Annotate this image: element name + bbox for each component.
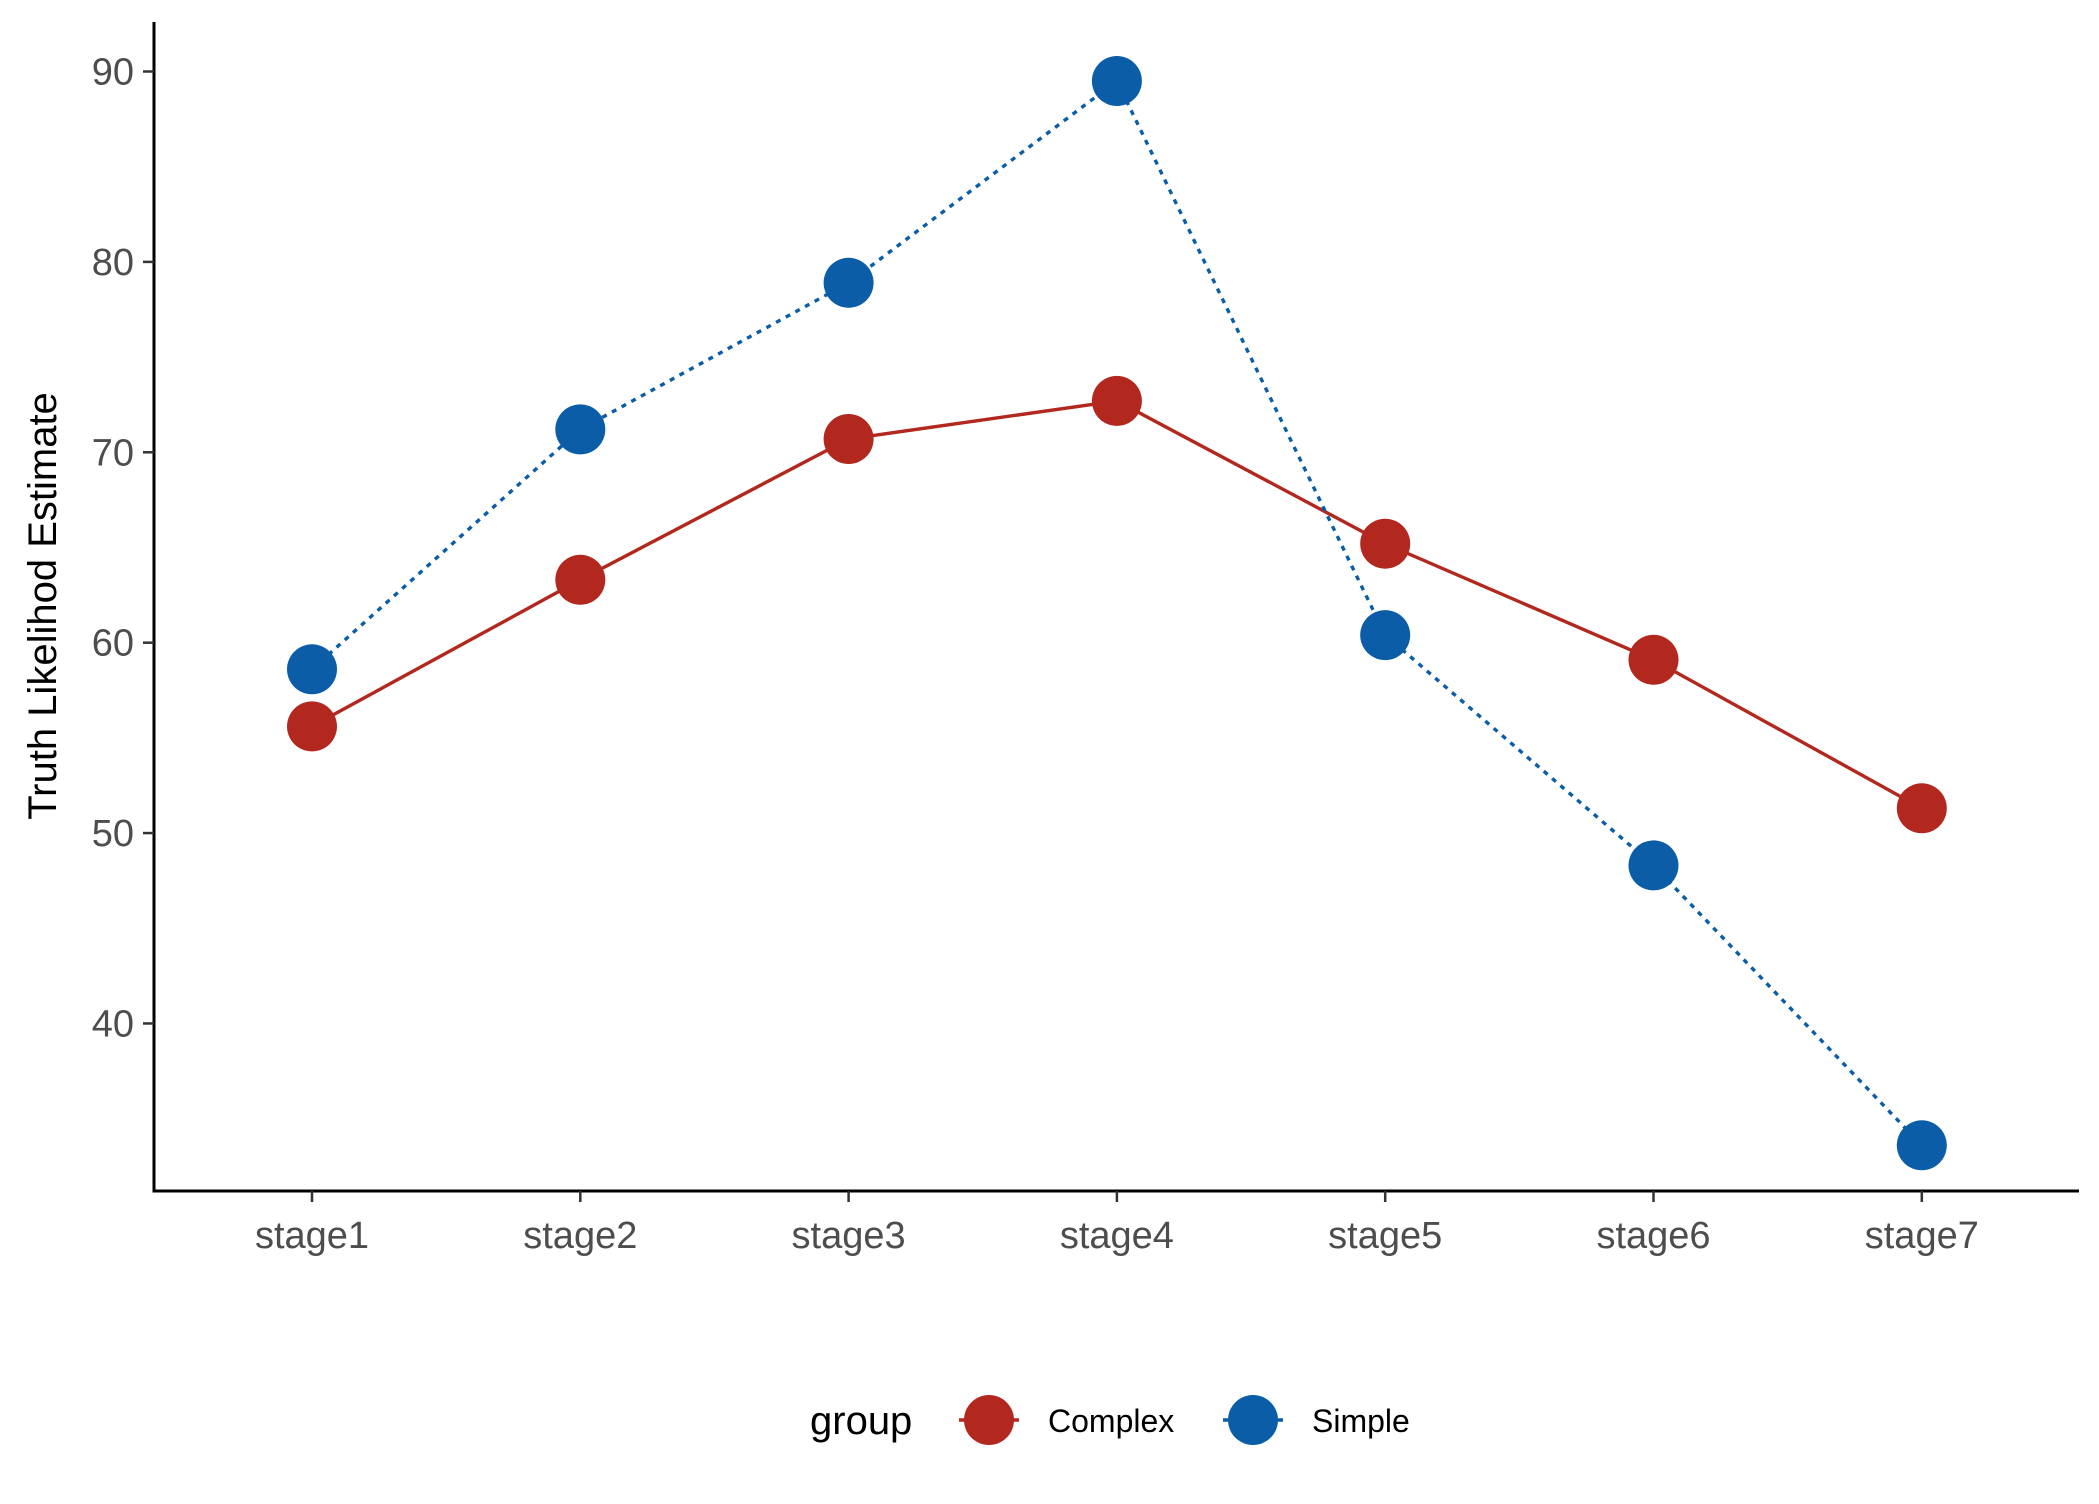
data-point-simple-stage3	[823, 257, 874, 308]
data-point-complex-stage3	[823, 414, 874, 464]
data-point-complex-stage4	[1091, 375, 1142, 426]
legend-label-complex: Complex	[1048, 1403, 1174, 1439]
data-point-complex-stage2	[555, 554, 606, 605]
x-tick-label: stage7	[1865, 1215, 1979, 1257]
y-tick-label: 70	[92, 432, 134, 474]
x-tick-label: stage6	[1596, 1215, 1710, 1257]
axis-labels: 40 50 60 70 80 90 stage1 stage2 stage3 stage4 stag…	[21, 52, 1979, 1257]
axes	[143, 22, 2079, 1202]
legend-key-marker-simple	[1228, 1395, 1278, 1445]
y-tick-label: 90	[92, 52, 134, 94]
y-tick-label: 50	[92, 813, 134, 855]
x-tick-label: stage3	[792, 1215, 906, 1257]
x-tick-label: stage2	[523, 1215, 637, 1257]
series-lines	[310, 79, 1924, 1147]
data-point-complex-stage7	[1896, 783, 1947, 834]
data-point-simple-stage4	[1091, 56, 1142, 106]
x-tick-label: stage4	[1060, 1215, 1174, 1257]
data-point-complex-stage6	[1628, 634, 1679, 685]
series-line-simple	[310, 79, 1924, 1147]
y-axis-title: Truth Likelihod Estimate	[21, 392, 65, 820]
legend-label-simple: Simple	[1312, 1403, 1410, 1439]
series-points	[287, 56, 1947, 1171]
y-tick-label: 40	[92, 1003, 134, 1045]
y-tick-label: 80	[92, 242, 134, 284]
legend-key-marker-complex	[964, 1395, 1014, 1445]
y-tick-label: 60	[92, 623, 134, 665]
legend-title: group	[810, 1399, 912, 1443]
data-point-simple-stage1	[287, 644, 337, 695]
legend: group Complex Simple	[810, 1395, 1410, 1445]
data-point-complex-stage5	[1360, 518, 1411, 569]
series-line-complex	[311, 399, 1923, 810]
data-point-complex-stage1	[287, 701, 337, 752]
data-point-simple-stage5	[1360, 610, 1411, 661]
data-point-simple-stage7	[1896, 1120, 1947, 1171]
data-point-simple-stage2	[555, 404, 606, 455]
x-tick-label: stage1	[255, 1215, 369, 1257]
data-point-simple-stage6	[1628, 840, 1679, 891]
x-tick-label: stage5	[1328, 1215, 1442, 1257]
